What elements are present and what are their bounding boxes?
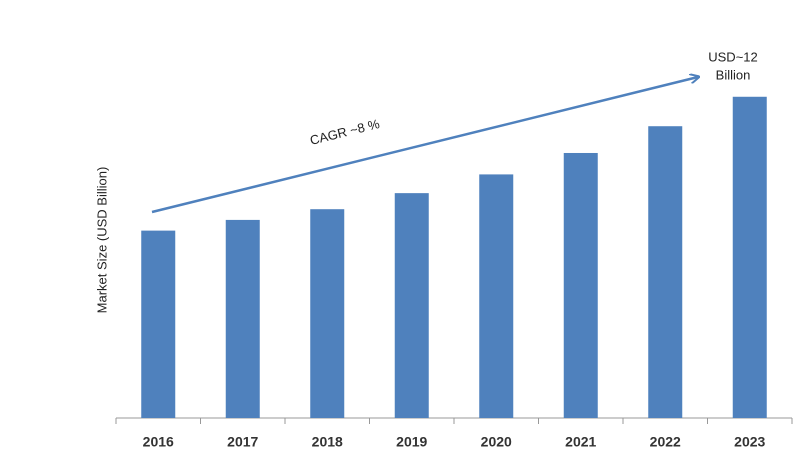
end-annotation: USD~12: [708, 49, 758, 64]
x-tick-label: 2017: [227, 434, 258, 450]
bar: [479, 174, 514, 418]
bar: [225, 219, 260, 418]
x-tick-label: 2021: [565, 434, 596, 450]
bar: [648, 126, 683, 418]
x-tick-label: 2019: [396, 434, 427, 450]
bar: [141, 230, 176, 418]
bar: [732, 96, 767, 419]
x-tick-label: 2018: [312, 434, 343, 450]
x-tick-label: 2022: [650, 434, 681, 450]
x-tick-label: 2020: [481, 434, 512, 450]
bar: [310, 209, 345, 418]
bar: [394, 193, 429, 418]
trend-arrow: [151, 77, 698, 214]
bar: [563, 152, 598, 418]
y-axis-label: Market Size (USD Billion): [94, 167, 109, 314]
x-tick-label: 2023: [734, 434, 765, 450]
end-annotation: Billion: [716, 67, 751, 82]
cagr-annotation: CAGR ~8 %: [308, 116, 381, 148]
x-tick-label: 2016: [143, 434, 174, 450]
